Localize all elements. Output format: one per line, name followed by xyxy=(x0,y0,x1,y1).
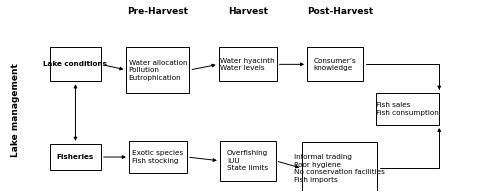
Text: Consumer’s
knowledge: Consumer’s knowledge xyxy=(314,58,356,71)
Text: Fish sales
Fish consumption: Fish sales Fish consumption xyxy=(376,102,439,116)
FancyBboxPatch shape xyxy=(126,47,190,93)
FancyBboxPatch shape xyxy=(129,141,187,173)
Text: Fisheries: Fisheries xyxy=(57,154,94,160)
Text: Water allocation
Pollution
Eutrophication: Water allocation Pollution Eutrophicatio… xyxy=(128,59,187,80)
Text: Overfishing
IUU
State limits: Overfishing IUU State limits xyxy=(227,150,268,171)
Text: Lake conditions: Lake conditions xyxy=(44,61,108,67)
Text: Post-Harvest: Post-Harvest xyxy=(306,7,373,16)
FancyBboxPatch shape xyxy=(302,142,378,193)
FancyBboxPatch shape xyxy=(307,47,363,81)
Text: Water hyacinth
Water levels: Water hyacinth Water levels xyxy=(220,58,275,71)
FancyBboxPatch shape xyxy=(218,47,277,81)
Text: Informal trading
Poor hygiene
No conservation facilities
Fish imports: Informal trading Poor hygiene No conserv… xyxy=(294,154,385,183)
FancyBboxPatch shape xyxy=(376,93,439,125)
Text: Harvest: Harvest xyxy=(228,7,268,16)
FancyBboxPatch shape xyxy=(50,47,101,81)
Text: Exotic species
Fish stocking: Exotic species Fish stocking xyxy=(132,150,184,164)
Text: Pre-Harvest: Pre-Harvest xyxy=(128,7,188,16)
Text: Lake management: Lake management xyxy=(12,63,20,157)
FancyBboxPatch shape xyxy=(50,144,101,170)
FancyBboxPatch shape xyxy=(220,141,276,181)
